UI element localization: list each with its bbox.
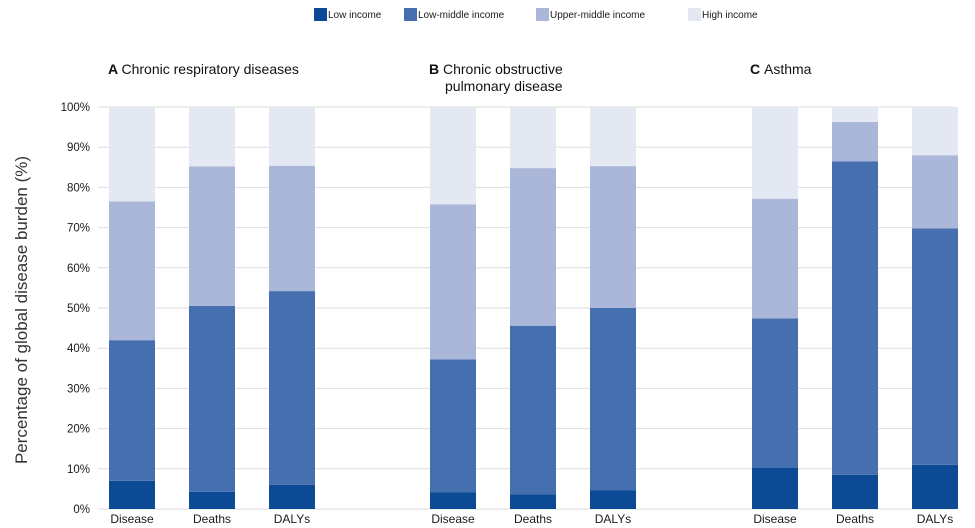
legend-label-low-income: Low income [328,10,382,21]
x-category-label: Disease [431,512,475,526]
legend-label-low-middle-income: Low-middle income [418,10,505,21]
legend-swatch-upper-middle-income [536,8,549,21]
bar-segment-c-disease-low-middle-income [752,318,798,468]
x-category-label: Deaths [514,512,552,526]
bar-segment-a-deaths-low-middle-income [189,305,235,492]
bars [109,107,958,509]
bar-segment-b-deaths-high-income [510,107,556,169]
category-labels: Disease Deaths DALYs Disease Deaths DALYs Dise… [110,512,953,526]
bar-segment-a-dalys-low-middle-income [269,291,315,485]
bar-segment-c-deaths-low-middle-income [832,161,878,475]
y-tick-label: 100% [61,102,90,114]
bar-segment-b-disease-low-middle-income [430,359,476,493]
bar-segment-c-dalys-low-middle-income [912,228,958,465]
legend-swatch-low-middle-income [404,8,417,21]
bar-segment-a-dalys-low-income [269,484,315,509]
bar-segment-b-dalys-high-income [590,107,636,167]
legend-label-high-income: High income [702,10,758,21]
legend-label-upper-middle-income: Upper-middle income [550,10,645,21]
legend: Low income Low-middle income Upper-middle … [314,8,758,21]
bar-segment-b-deaths-low-middle-income [510,325,556,495]
x-category-label: DALYs [595,512,631,526]
x-category-label: Deaths [836,512,874,526]
bar-segment-b-deaths-upper-middle-income [510,168,556,326]
x-category-label: Deaths [193,512,231,526]
x-category-label: Disease [110,512,154,526]
y-axis-label: Percentage of global disease burden (%) [12,156,31,464]
y-tick-label: 40% [67,343,90,355]
bar-segment-c-dalys-high-income [912,107,958,156]
bar-segment-c-deaths-high-income [832,107,878,122]
bar-segment-c-deaths-low-income [832,474,878,509]
bar-segment-a-dalys-upper-middle-income [269,165,315,292]
x-category-label: Disease [753,512,797,526]
bar-segment-a-disease-high-income [109,107,155,202]
panel-title-b: B Chronic obstructive pulmonary disease [429,61,563,94]
y-tick-label: 50% [67,303,90,315]
bar-segment-c-disease-upper-middle-income [752,198,798,319]
bar-segment-b-dalys-low-income [590,490,636,509]
y-axis: 0% 10% 20% 30% 40% 50% 60% 70% 80% 90% 100% [61,102,90,516]
bar-segment-a-deaths-low-income [189,491,235,509]
bar-segment-b-dalys-low-middle-income [590,308,636,491]
y-tick-label: 20% [67,424,90,436]
bar-segment-b-dalys-upper-middle-income [590,166,636,308]
y-tick-label: 80% [67,182,90,194]
y-tick-label: 70% [67,223,90,235]
x-category-label: DALYs [274,512,310,526]
y-tick-label: 90% [67,142,90,154]
bar-segment-c-disease-low-income [752,467,798,509]
legend-swatch-low-income [314,8,327,21]
bar-segment-c-dalys-upper-middle-income [912,155,958,229]
bar-segment-b-disease-upper-middle-income [430,204,476,360]
legend-swatch-high-income [688,8,701,21]
bar-segment-a-deaths-high-income [189,107,235,167]
bar-segment-a-disease-upper-middle-income [109,201,155,341]
y-tick-label: 30% [67,383,90,395]
y-tick-label: 10% [67,464,90,476]
bar-segment-a-disease-low-income [109,480,155,509]
bar-segment-c-disease-high-income [752,107,798,199]
bar-segment-b-deaths-low-income [510,494,556,509]
x-category-label: DALYs [917,512,953,526]
bar-segment-c-dalys-low-income [912,464,958,509]
panel-titles: A Chronic respiratory diseases B Chronic … [108,61,812,94]
bar-segment-c-deaths-upper-middle-income [832,121,878,162]
bar-segment-a-dalys-high-income [269,107,315,166]
bar-segment-b-disease-low-income [430,492,476,509]
panel-title-a: A Chronic respiratory diseases [108,61,299,77]
bar-segment-a-deaths-upper-middle-income [189,166,235,306]
panel-title-c: C Asthma [750,61,812,77]
y-tick-label: 60% [67,263,90,275]
bar-segment-a-disease-low-middle-income [109,340,155,481]
y-tick-label: 0% [73,504,90,516]
bar-segment-b-disease-high-income [430,107,476,205]
